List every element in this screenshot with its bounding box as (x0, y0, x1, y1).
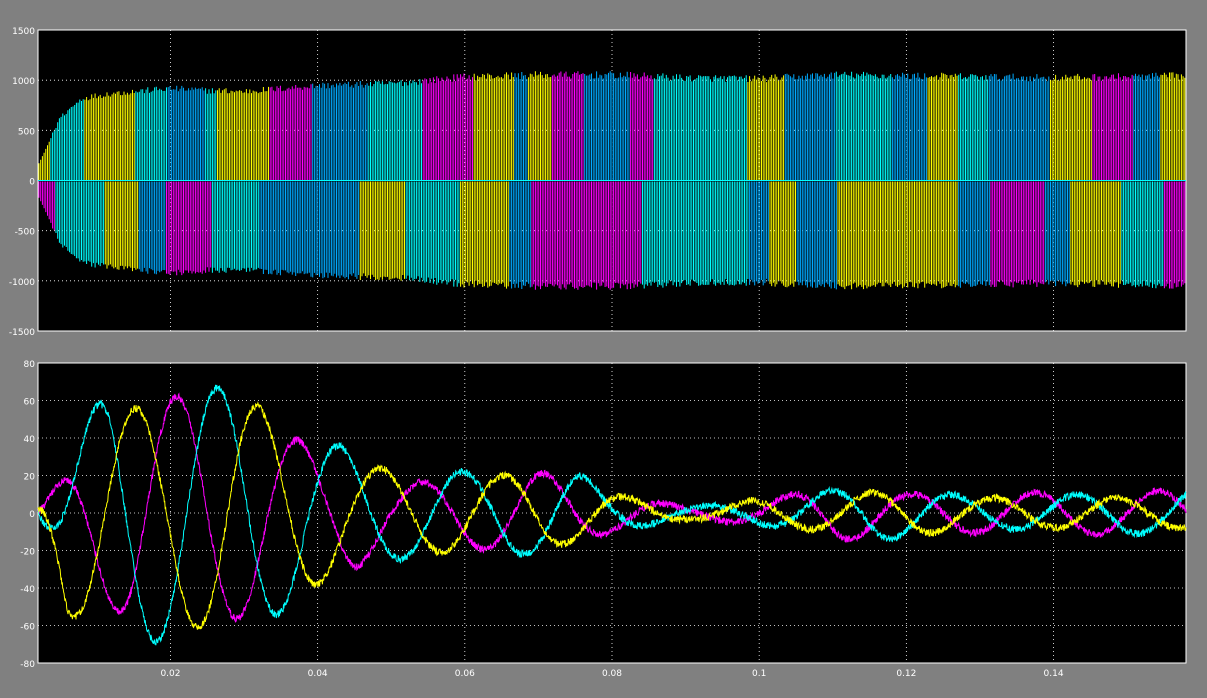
bottom-series-2-line (37, 401, 1187, 630)
bottom-x-tick-label: 0.08 (602, 669, 622, 679)
top-y-tick-labels: 1500 1000 500 0 -500 -1000 -1500 (9, 27, 35, 338)
bottom-grid (38, 363, 1186, 663)
bottom-y-tick-label: -80 (20, 660, 35, 670)
top-series-3-bars (138, 71, 1160, 290)
bottom-y-tick-label: -60 (20, 623, 35, 633)
bottom-y-tick-label: -20 (20, 548, 35, 558)
top-series-0-bars (38, 71, 1186, 290)
bottom-plot-area (37, 384, 1187, 646)
bottom-y-tick-label: 60 (24, 398, 36, 408)
bottom-x-tick-label: 0.14 (1044, 669, 1064, 679)
bottom-y-tick-label: -40 (20, 585, 35, 595)
top-series-2-bars (50, 71, 1164, 289)
bottom-y-tick-label: 20 (24, 473, 36, 483)
bottom-x-tick-label: 0.06 (455, 669, 475, 679)
bottom-y-tick-label: 0 (29, 510, 35, 520)
top-y-tick-label: 0 (29, 178, 35, 188)
bottom-x-tick-label: 0.1 (752, 669, 766, 679)
bottom-y-tick-label: 80 (24, 360, 36, 370)
bottom-y-tick-labels: 80 60 40 20 0 -20 -40 -60 -80 (20, 360, 35, 670)
bottom-x-tick-labels: 0.02 0.04 0.06 0.08 0.1 0.12 0.14 (160, 669, 1063, 679)
top-plot-area (38, 71, 1186, 290)
top-y-tick-label: 1500 (12, 27, 35, 37)
top-series-1-bars (38, 71, 1186, 290)
top-axes[interactable]: 1500 1000 500 0 -500 -1000 -1500 (9, 27, 1187, 338)
bottom-x-tick-label: 0.12 (896, 669, 916, 679)
bottom-series-1-line (37, 384, 1187, 646)
top-y-tick-label: -500 (15, 228, 36, 238)
bottom-y-tick-label: 40 (24, 435, 36, 445)
top-y-tick-label: -1500 (9, 328, 35, 338)
bottom-x-tick-label: 0.04 (308, 669, 328, 679)
top-y-tick-label: -1000 (9, 278, 35, 288)
bottom-x-tick-label: 0.02 (160, 669, 180, 679)
top-y-tick-label: 500 (18, 127, 35, 137)
top-y-tick-label: 1000 (12, 77, 35, 87)
